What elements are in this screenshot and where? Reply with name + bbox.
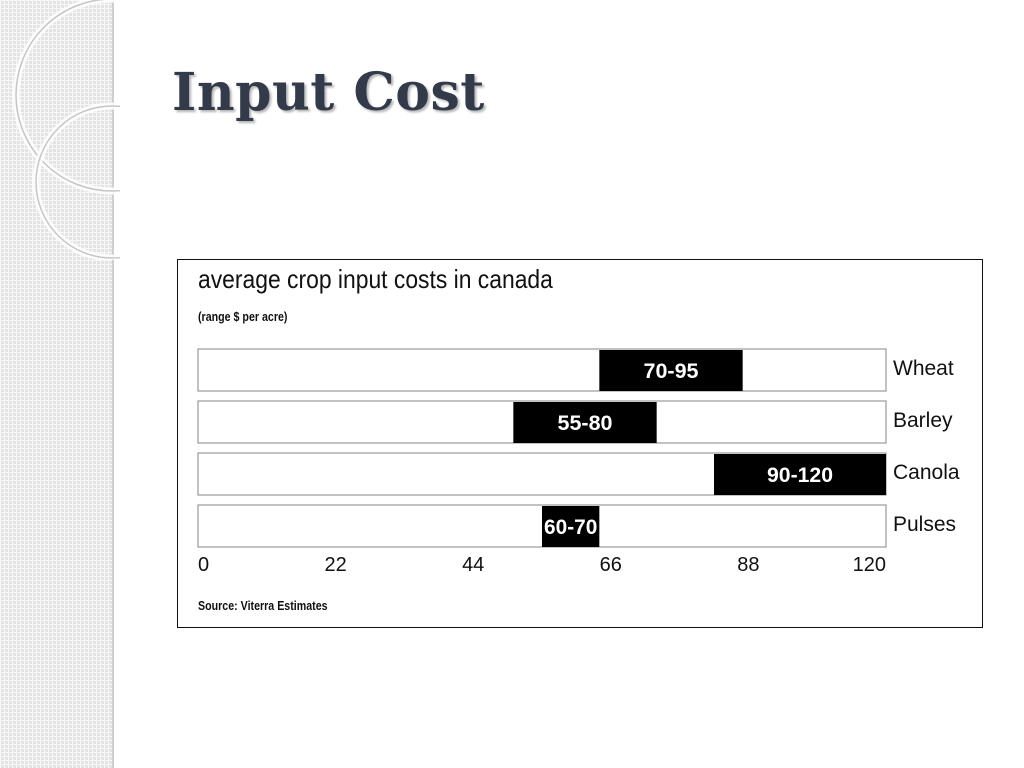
x-tick-label: 120 [853, 554, 886, 576]
range-bar-wheat [599, 350, 743, 391]
x-tick-label: 88 [737, 554, 759, 576]
x-tick-label: 66 [600, 554, 622, 576]
category-label-barley: Barley [893, 409, 953, 432]
x-tick-label: 22 [324, 554, 346, 576]
range-bar-canola [714, 454, 886, 495]
data-label-barley: 55-80 [558, 412, 613, 435]
range-bar-barley [513, 402, 657, 443]
category-label-pulses: Pulses [893, 513, 956, 536]
data-label-pulses: 60-70 [544, 516, 597, 539]
data-label-wheat: 70-95 [644, 360, 699, 383]
decorative-rings [12, 0, 120, 260]
chart-title: average crop input costs in canada [198, 264, 553, 294]
slide-title: Input Cost [172, 62, 485, 123]
category-label-wheat: Wheat [893, 357, 954, 380]
data-label-canola: 90-120 [767, 464, 833, 487]
x-tick-label: 44 [462, 554, 484, 576]
range-bar-chart: 70-95 Wheat 55-80 Barley 90-120 Canola 60-70 Pu… [197, 348, 960, 576]
category-label-canola: Canola [893, 461, 960, 484]
bar-track-wheat [197, 348, 887, 392]
chart-frame: average crop input costs in canada (rang… [177, 259, 983, 628]
x-tick-label: 0 [198, 554, 209, 576]
chart-subtitle: (range $ per acre) [198, 309, 288, 324]
chart-source: Source: Viterra Estimates [198, 598, 328, 613]
range-bar-pulses [542, 506, 600, 547]
